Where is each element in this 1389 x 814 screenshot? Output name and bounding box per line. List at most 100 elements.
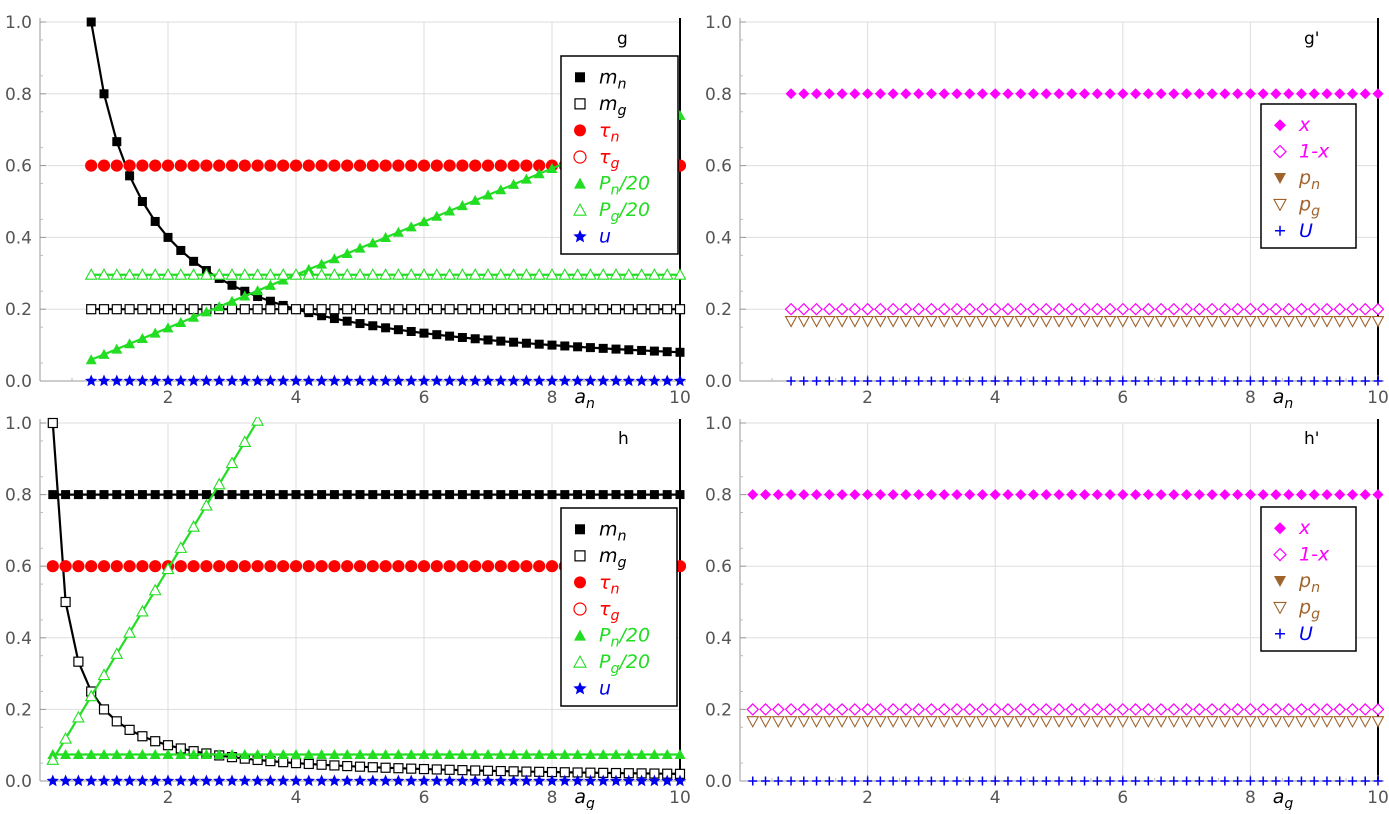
data-point [799,776,809,786]
data-point [963,315,977,328]
data-point [648,749,660,760]
legend-marker [573,654,587,668]
data-point [1373,776,1383,786]
x-tick-label: 10 [669,788,691,808]
data-point [810,315,823,328]
data-point [189,256,199,266]
data-point [199,268,213,280]
data-point [1027,703,1040,716]
data-point [1295,716,1308,728]
data-point [124,560,136,572]
data-point [264,160,276,172]
data-point [445,490,455,500]
data-point [963,302,977,316]
data-point [1283,88,1295,100]
data-point [418,749,430,760]
data-point [303,758,314,770]
data-point [137,731,148,742]
data-point [342,304,353,315]
data-point [289,159,303,172]
data-point [1066,88,1078,100]
data-point [123,560,136,573]
data-point [238,435,252,447]
data-point [1347,776,1357,786]
data-point [759,716,772,728]
data-point [1219,489,1231,501]
data-point [823,88,835,100]
data-point [418,216,430,227]
data-point [379,560,392,573]
data-point [328,560,341,573]
data-point [341,749,353,760]
data-point [289,774,303,787]
data-point [97,268,111,280]
data-point [1371,716,1384,728]
data-point [148,583,162,596]
data-point [161,774,175,787]
data-point [1065,716,1079,728]
data-point [937,703,951,716]
data-point [469,560,481,572]
legend-box [560,507,678,707]
data-point [822,315,836,328]
data-point [1027,315,1040,328]
data-point [886,302,900,316]
data-point [610,749,622,760]
data-point [1358,302,1372,316]
data-point [746,703,760,716]
data-point [1282,716,1296,728]
data-point [1014,716,1028,728]
data-point [226,749,238,760]
data-point [316,304,327,315]
data-point [1269,302,1283,316]
data-point [873,716,887,728]
data-point [457,332,467,342]
data-point [277,160,289,172]
data-point [1295,489,1307,501]
data-point [508,304,519,315]
data-point [188,311,200,322]
data-point [1231,703,1244,716]
series-u [46,774,686,787]
data-point [520,560,532,572]
data-point [1192,716,1206,728]
data-point [1269,315,1283,328]
data-point [1027,302,1040,316]
data-point [786,376,796,386]
data-point [965,776,975,786]
data-point [899,703,913,716]
data-point [406,490,416,500]
y-tick-label: 0.0 [5,372,32,392]
data-point [925,302,938,316]
data-point [47,417,58,429]
data-point [72,560,85,573]
data-point [124,749,136,760]
data-point [964,88,976,100]
x-tick-label: 8 [547,388,558,408]
data-point [136,159,149,172]
data-point [1359,88,1371,100]
data-point [430,560,443,573]
data-point [662,490,672,500]
data-point [1103,302,1117,316]
data-point [1322,776,1332,786]
x-tick-label: 6 [419,388,430,408]
data-point [111,304,122,315]
data-point [1130,489,1142,501]
data-point [1041,776,1051,786]
data-point [430,774,443,787]
data-point [1065,703,1079,716]
data-point [1307,703,1321,716]
data-point [136,774,149,787]
data-point [200,306,212,317]
data-point [837,776,847,786]
data-point [861,302,874,316]
data-point [470,490,480,500]
data-point [899,302,913,316]
data-point [468,268,482,280]
legend-label: u [599,226,611,248]
data-point [495,304,506,315]
legend-marker [1273,198,1287,212]
data-point [251,159,264,172]
data-point [238,159,251,172]
